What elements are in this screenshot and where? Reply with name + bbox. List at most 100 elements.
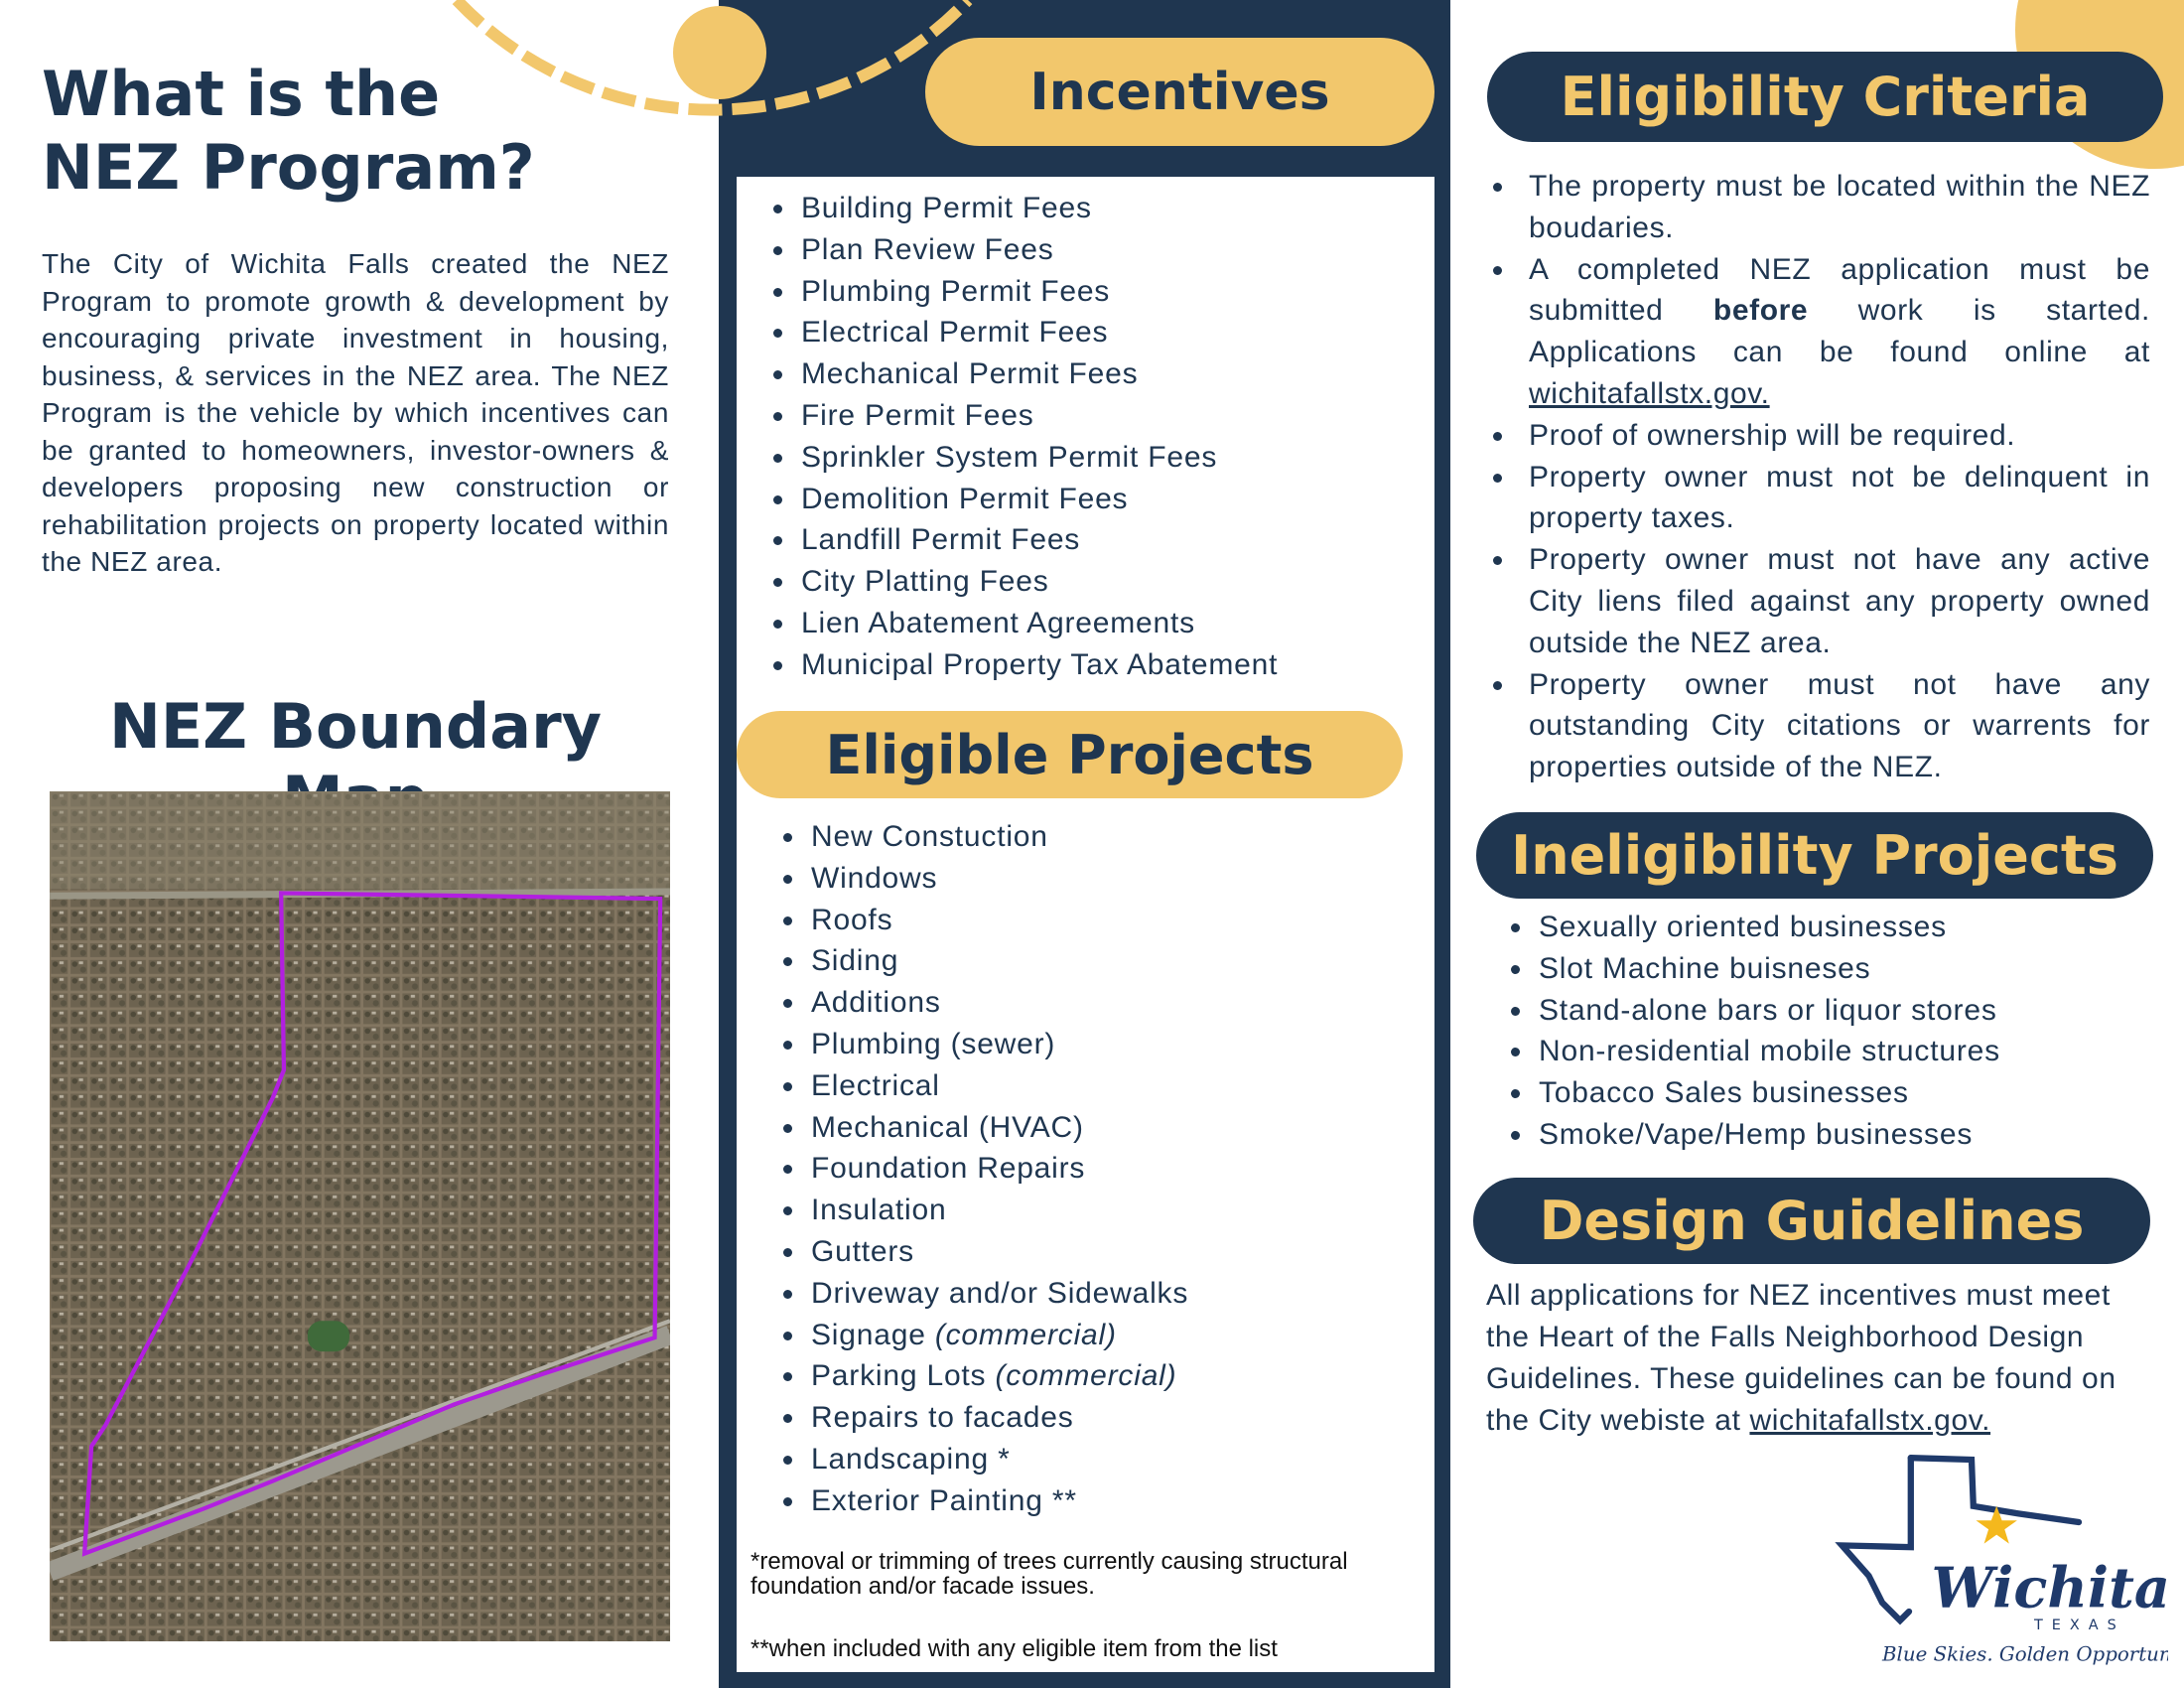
criteria-item: Property owner must not be delinquent in… — [1493, 457, 2150, 540]
svg-text:Blue Skies. Golden Opportuniti: Blue Skies. Golden Opportunities. — [1881, 1643, 2168, 1666]
bullet-icon — [1511, 964, 1520, 974]
list-item: Repairs to facades — [783, 1397, 1188, 1439]
list-item: Roofs — [783, 900, 1188, 941]
bullet-icon — [1493, 680, 1502, 690]
criteria-item: The property must be located within the … — [1493, 166, 2150, 249]
bullet-icon — [1511, 1006, 1520, 1016]
list-item: Plumbing (sewer) — [783, 1024, 1188, 1065]
bullet-icon — [783, 915, 792, 925]
bullet-icon — [1511, 1130, 1520, 1140]
criteria-item: Property owner must not have any outstan… — [1493, 664, 2150, 788]
bullet-icon — [773, 453, 782, 463]
list-item: Windows — [783, 858, 1188, 900]
list-item: Sexually oriented businesses — [1511, 907, 2000, 948]
bullet-icon — [773, 578, 782, 588]
list-item: Stand-alone bars or liquor stores — [1511, 990, 2000, 1032]
bullet-icon — [1511, 1048, 1520, 1057]
bullet-icon — [783, 1331, 792, 1340]
bullet-icon — [773, 411, 782, 421]
incentives-list: Building Permit Fees Plan Review Fees Plum… — [773, 188, 1278, 686]
nez-boundary-line — [81, 891, 663, 1557]
design-guidelines-heading: Design Guidelines — [1473, 1178, 2150, 1264]
intro-paragraph: The City of Wichita Falls created the NE… — [42, 248, 669, 577]
list-item: Landfill Permit Fees — [773, 519, 1278, 561]
footnote-trees: *removal or trimming of trees currently … — [751, 1548, 1348, 1600]
website-link[interactable]: wichitafallstx.gov. — [1529, 376, 1770, 410]
bullet-icon — [783, 1165, 792, 1175]
list-item: Parking Lots (commercial) — [783, 1355, 1188, 1397]
list-item: Additions — [783, 982, 1188, 1024]
bullet-icon — [1493, 473, 1502, 483]
bullet-icon — [783, 957, 792, 967]
eligible-projects-list: New Constuction Windows Roofs Siding Additio… — [783, 816, 1188, 1522]
list-item: Municipal Property Tax Abatement — [773, 644, 1278, 686]
list-item: Building Permit Fees — [773, 188, 1278, 229]
list-item: Mechanical Permit Fees — [773, 353, 1278, 395]
bullet-icon — [1493, 431, 1502, 441]
list-item: Insulation — [783, 1190, 1188, 1231]
list-item: Demolition Permit Fees — [773, 479, 1278, 520]
list-item: Exterior Painting ** — [783, 1480, 1188, 1522]
website-link[interactable]: wichitafallstx.gov. — [1749, 1404, 1991, 1437]
ineligibility-list: Sexually oriented businesses Slot Machine… — [1511, 907, 2000, 1156]
list-item: Mechanical (HVAC) — [783, 1107, 1188, 1149]
bullet-icon — [783, 1081, 792, 1091]
list-item: Lien Abatement Agreements — [773, 603, 1278, 644]
list-item: Electrical Permit Fees — [773, 312, 1278, 353]
bullet-icon — [783, 999, 792, 1009]
bullet-icon — [1493, 265, 1502, 275]
list-item: Landscaping * — [783, 1439, 1188, 1480]
list-item: Plan Review Fees — [773, 229, 1278, 271]
list-item: Driveway and/or Sidewalks — [783, 1273, 1188, 1315]
list-item: Fire Permit Fees — [773, 395, 1278, 437]
eligibility-criteria-list: The property must be located within the … — [1493, 166, 2150, 788]
decorative-dashed-arc — [452, 0, 973, 116]
middle-panel-content — [737, 177, 1434, 1672]
bullet-icon — [773, 619, 782, 629]
list-item: Plumbing Permit Fees — [773, 271, 1278, 313]
bullet-icon — [773, 287, 782, 297]
page-title: What is the NEZ Program? — [42, 58, 535, 204]
list-item: City Platting Fees — [773, 561, 1278, 603]
design-paragraph: All applications for NEZ incentives must… — [1486, 1279, 2116, 1437]
bullet-icon — [1493, 556, 1502, 566]
list-item: Non-residential mobile structures — [1511, 1031, 2000, 1072]
svg-text:TEXAS: TEXAS — [2033, 1618, 2125, 1633]
bullet-icon — [783, 1414, 792, 1424]
bullet-icon — [783, 1496, 792, 1506]
bullet-icon — [783, 833, 792, 842]
bullet-icon — [773, 660, 782, 670]
bullet-icon — [783, 1123, 792, 1133]
decorative-circle — [673, 6, 766, 99]
incentives-heading: Incentives — [925, 38, 1434, 146]
bullet-icon — [773, 536, 782, 546]
eligibility-criteria-heading: Eligibility Criteria — [1487, 52, 2163, 142]
list-item: Sprinkler System Permit Fees — [773, 437, 1278, 479]
list-item: Smoke/Vape/Hemp businesses — [1511, 1114, 2000, 1156]
bullet-icon — [783, 1206, 792, 1216]
list-item: New Constuction — [783, 816, 1188, 858]
ineligibility-heading: Ineligibility Projects — [1476, 812, 2153, 899]
city-logo: Wichita Falls TEXAS Blue Skies. Golden O… — [1811, 1442, 2184, 1674]
bullet-icon — [773, 329, 782, 339]
bullet-icon — [1511, 1089, 1520, 1099]
bullet-icon — [783, 1247, 792, 1257]
list-item: Foundation Repairs — [783, 1148, 1188, 1190]
list-item: Siding — [783, 940, 1188, 982]
list-item: Electrical — [783, 1065, 1188, 1107]
list-item: Gutters — [783, 1231, 1188, 1273]
list-item: Slot Machine buisneses — [1511, 948, 2000, 990]
bullet-icon — [783, 1040, 792, 1050]
footnote-painting: **when included with any eligible item f… — [751, 1635, 1278, 1662]
eligible-projects-heading: Eligible Projects — [737, 711, 1403, 798]
bullet-icon — [773, 370, 782, 380]
bullet-icon — [773, 494, 782, 504]
bullet-icon — [1493, 183, 1502, 192]
bullet-icon — [783, 874, 792, 884]
bullet-icon — [1511, 923, 1520, 932]
bullet-icon — [773, 205, 782, 213]
criteria-item: A completed NEZ application must be subm… — [1493, 249, 2150, 415]
nez-boundary-map — [50, 791, 670, 1641]
logo-wordmark: Wichita Falls — [1932, 1557, 2169, 1621]
bullet-icon — [783, 1372, 792, 1382]
